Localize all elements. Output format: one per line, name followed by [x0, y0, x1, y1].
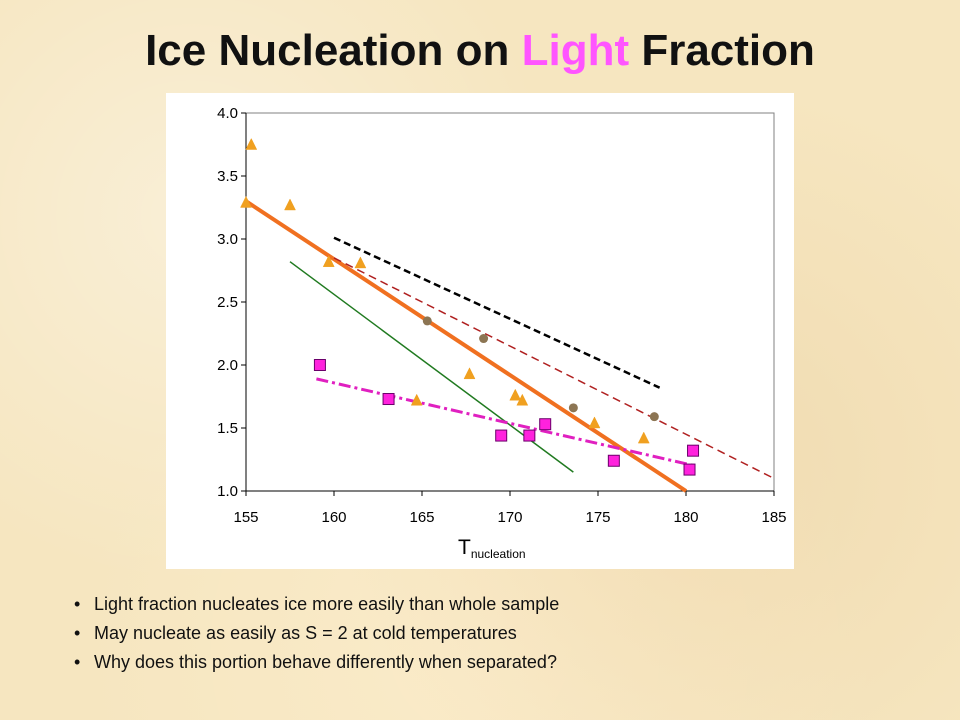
title-highlight: Light — [521, 26, 630, 75]
data-point-circle — [649, 412, 659, 422]
data-point-triangle — [588, 416, 601, 429]
data-point-circle — [479, 334, 489, 344]
y-tick-label: 1.5 — [217, 420, 238, 437]
x-tick-label: 160 — [321, 509, 346, 526]
bullet-dot: • — [74, 623, 81, 643]
fit-line — [333, 236, 661, 389]
data-point-circle — [422, 316, 432, 326]
x-tick-label: 175 — [585, 509, 610, 526]
y-tick-label: 2.5 — [217, 294, 238, 311]
x-tick-label: 165 — [409, 509, 434, 526]
data-point-triangle — [516, 393, 529, 406]
data-point-square — [687, 444, 700, 457]
data-point-triangle — [284, 198, 296, 211]
x-tick-label: 185 — [761, 509, 786, 526]
bullet-item: • Light fraction nucleates ice more easil… — [74, 590, 894, 619]
data-point-square — [495, 429, 508, 442]
data-point-triangle — [410, 393, 423, 406]
data-point-triangle — [509, 388, 522, 401]
bullet-text: May nucleate as easily as S = 2 at cold … — [94, 623, 517, 643]
y-tick-label: 3.5 — [217, 168, 238, 185]
y-tick-label: 4.0 — [217, 105, 238, 122]
data-point-triangle — [463, 367, 476, 380]
bullet-dot: • — [74, 652, 81, 672]
plot-frame — [245, 112, 775, 492]
title-part1: Ice Nucleation on — [145, 26, 522, 75]
x-tick-label: 180 — [673, 509, 698, 526]
chart-svg: 1.0 1.5 2.0 2.5 3.0 3.5 4.0 155 160 165 170 175 180 1… — [217, 105, 786, 561]
y-tick-label: 3.0 — [217, 231, 238, 248]
data-point-square — [382, 393, 395, 406]
bullet-text: Why does this portion behave differently… — [94, 652, 557, 672]
bullet-dot: • — [74, 594, 81, 614]
data-point-triangle — [245, 137, 258, 150]
data-point-square — [607, 454, 620, 467]
data-point-triangle — [354, 256, 367, 269]
y-tick-label: 1.0 — [217, 483, 238, 500]
title-part2: Fraction — [629, 26, 815, 75]
fit-line — [244, 199, 688, 493]
x-axis-label: Tnucleation — [458, 536, 526, 561]
bullet-item: • Why does this portion behave differentl… — [74, 648, 894, 677]
x-tick-label: 155 — [233, 509, 258, 526]
data-point-triangle — [322, 255, 335, 267]
data-point-square — [539, 418, 552, 431]
data-point-circle — [568, 403, 578, 413]
bullet-list: • Light fraction nucleates ice more easil… — [74, 590, 894, 677]
slide-title: Ice Nucleation on Light Fraction — [0, 26, 960, 76]
data-point-triangle — [240, 195, 252, 208]
bullet-item: • May nucleate as easily as S = 2 at cold… — [74, 619, 894, 648]
chart-panel: 1.0 1.5 2.0 2.5 3.0 3.5 4.0 155 160 165 170 175 180 1… — [166, 93, 794, 569]
data-point-square — [523, 429, 536, 442]
data-point-triangle — [637, 431, 650, 444]
fit-line — [333, 257, 775, 480]
data-point-square — [683, 463, 696, 476]
data-point-square — [313, 359, 326, 371]
bullet-text: Light fraction nucleates ice more easily… — [94, 594, 560, 614]
x-tick-label: 170 — [497, 509, 522, 526]
y-tick-label: 2.0 — [217, 357, 238, 374]
fit-line — [316, 377, 696, 468]
